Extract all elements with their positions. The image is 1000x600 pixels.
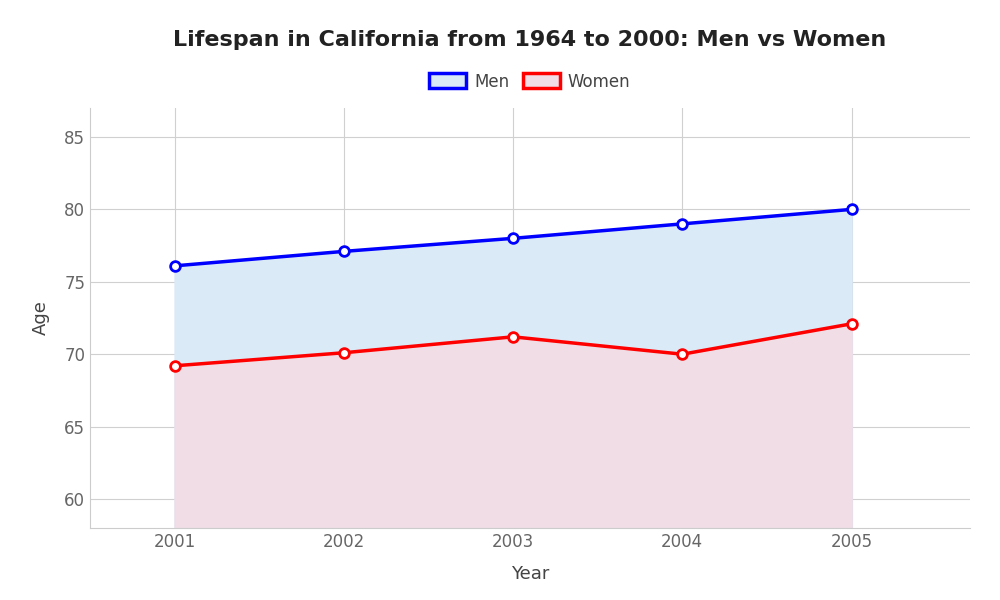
Legend: Men, Women: Men, Women — [423, 66, 637, 97]
Y-axis label: Age: Age — [32, 301, 50, 335]
Title: Lifespan in California from 1964 to 2000: Men vs Women: Lifespan in California from 1964 to 2000… — [173, 29, 887, 49]
X-axis label: Year: Year — [511, 565, 549, 583]
